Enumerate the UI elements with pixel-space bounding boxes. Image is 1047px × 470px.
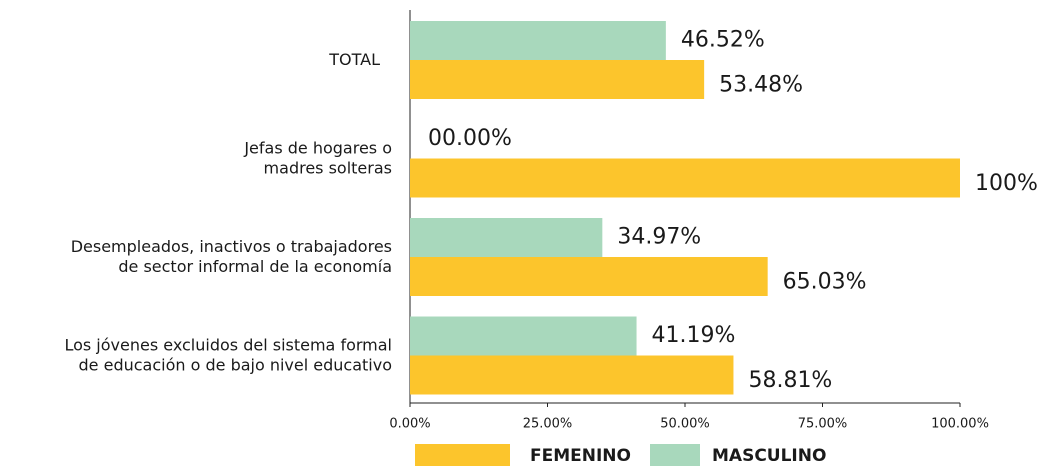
legend-swatch bbox=[650, 444, 700, 466]
data-label: 58.81% bbox=[748, 368, 832, 393]
x-tick-label: 25.00% bbox=[523, 417, 573, 432]
bar bbox=[410, 316, 637, 356]
data-label: 65.03% bbox=[783, 270, 867, 295]
data-label: 46.52% bbox=[681, 28, 765, 53]
category-label: Jefas de hogares o madres solteras bbox=[243, 138, 392, 177]
legend-swatch bbox=[415, 444, 510, 466]
legend-label: FEMENINO bbox=[530, 446, 631, 466]
bar bbox=[410, 158, 960, 198]
bar bbox=[410, 257, 768, 296]
x-tick-label: 50.00% bbox=[660, 417, 710, 432]
x-tick-label: 0.00% bbox=[389, 417, 430, 432]
data-label: 00.00% bbox=[428, 126, 512, 151]
category-label: TOTAL bbox=[328, 50, 380, 69]
data-label: 34.97% bbox=[617, 225, 701, 250]
x-tick-label: 100.00% bbox=[931, 417, 989, 432]
bar bbox=[410, 218, 603, 257]
category-label: Los jóvenes excluidos del sistema formal… bbox=[64, 335, 392, 374]
category-label: Desempleados, inactivos o trabajadores de… bbox=[71, 237, 392, 276]
legend-label: MASCULINO bbox=[712, 446, 826, 466]
bar bbox=[410, 355, 734, 395]
data-label: 41.19% bbox=[652, 323, 736, 348]
x-tick-label: 75.00% bbox=[798, 417, 848, 432]
data-label: 100% bbox=[975, 171, 1038, 196]
data-label: 53.48% bbox=[719, 73, 803, 98]
bar bbox=[410, 60, 705, 99]
bar bbox=[410, 21, 666, 60]
